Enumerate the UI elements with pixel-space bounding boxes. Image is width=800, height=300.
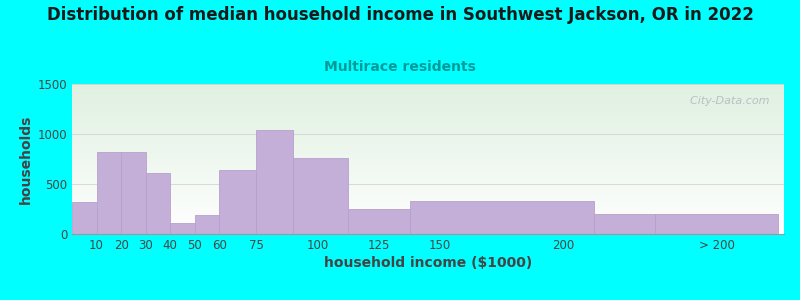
- Text: Distribution of median household income in Southwest Jackson, OR in 2022: Distribution of median household income …: [46, 6, 754, 24]
- Bar: [121, 152, 146, 234]
- Bar: [256, 130, 293, 234]
- Bar: [194, 214, 219, 234]
- Bar: [146, 173, 170, 234]
- Bar: [97, 152, 121, 234]
- X-axis label: household income ($1000): household income ($1000): [324, 256, 532, 270]
- Bar: [293, 158, 348, 234]
- Text: City-Data.com: City-Data.com: [683, 96, 770, 106]
- Bar: [348, 208, 410, 234]
- Bar: [72, 202, 97, 234]
- Text: Multirace residents: Multirace residents: [324, 60, 476, 74]
- Bar: [655, 214, 778, 234]
- Bar: [170, 223, 194, 234]
- Bar: [594, 214, 655, 234]
- Bar: [410, 200, 594, 234]
- Y-axis label: households: households: [19, 114, 34, 204]
- Bar: [219, 169, 256, 234]
